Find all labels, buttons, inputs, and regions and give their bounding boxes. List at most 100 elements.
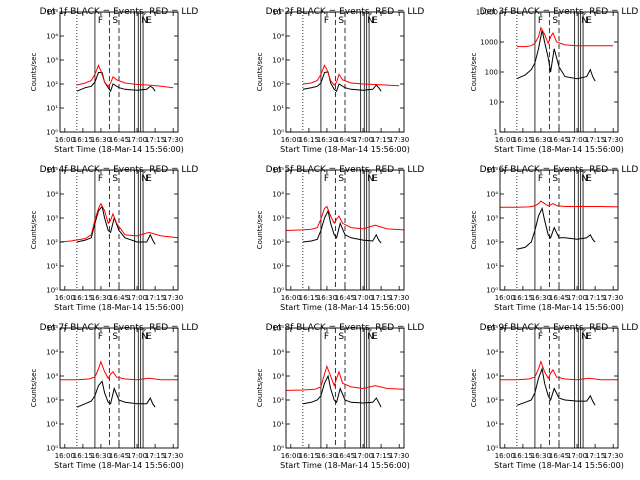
event-letter: E	[372, 16, 378, 26]
x-tick-label: 17:00	[127, 136, 147, 144]
y-axis-label: Counts/sec	[256, 369, 264, 408]
panel-5: F S NE 10⁰ 10¹ 10² 10³ 10⁴ 10⁵ 16:0016:1516:3016:…	[256, 165, 424, 312]
x-tick-label: 17:30	[389, 452, 409, 460]
event-letter: N	[367, 174, 374, 184]
series-events-line	[76, 205, 156, 245]
chart-title: Det 2f BLACK = Events, RED = LLD	[266, 7, 425, 17]
event-letter: S	[552, 16, 558, 26]
y-tick-label: 10⁰	[272, 287, 284, 295]
event-letter: E	[586, 16, 592, 26]
x-tick-label: 17:00	[127, 294, 147, 302]
panel-2: F S NE 10⁰ 10¹ 10² 10³ 10⁴ 10⁵ 16:0016:1516:3016:…	[256, 7, 424, 154]
series-events-line	[302, 374, 382, 408]
x-tick-label: 16:15	[73, 294, 93, 302]
series-lld-line	[76, 63, 174, 89]
y-axis-label: Counts/sec	[30, 53, 38, 92]
x-tick-label: 16:30	[531, 452, 551, 460]
x-tick-label: 17:30	[163, 136, 183, 144]
y-tick-label: 10³	[46, 215, 58, 223]
y-tick-label: 10⁵	[46, 325, 58, 333]
series-lld-line	[59, 202, 179, 243]
event-letter: N	[141, 332, 148, 342]
chart-title: Det 3f BLACK = Events, RED = LLD	[480, 7, 639, 17]
y-tick-label: 10²	[486, 397, 498, 405]
x-tick-label: 16:15	[513, 294, 533, 302]
y-tick-label: 10⁵	[272, 9, 284, 17]
y-tick-label: 10²	[272, 397, 284, 405]
y-tick-label: 10⁰	[46, 287, 58, 295]
x-tick-label: 16:00	[281, 136, 301, 144]
chart-title: Det 9f BLACK = Events, RED = LLD	[480, 323, 639, 333]
chart-title: Det 8f BLACK = Events, RED = LLD	[266, 323, 425, 333]
event-letter: F	[98, 174, 103, 184]
event-letter: E	[146, 174, 152, 184]
x-tick-label: 17:30	[163, 452, 183, 460]
x-tick-label: 16:30	[91, 294, 111, 302]
event-letter: S	[338, 174, 344, 184]
y-tick-label: 1	[494, 129, 498, 137]
x-tick-label: 16:30	[531, 136, 551, 144]
x-tick-label: 16:30	[91, 136, 111, 144]
event-letter: S	[112, 16, 118, 26]
x-tick-label: 17:30	[603, 294, 623, 302]
series-lld-line	[60, 360, 178, 381]
y-tick-label: 10⁴	[46, 33, 58, 41]
y-tick-label: 10³	[272, 373, 284, 381]
x-tick-label: 17:15	[585, 294, 605, 302]
event-letter: F	[98, 332, 103, 342]
x-tick-label: 16:45	[335, 294, 355, 302]
event-letter: F	[324, 16, 329, 26]
x-axis-label: Start Time (18-Mar-14 15:56:00)	[280, 303, 410, 312]
chart-title: Det 4f BLACK = Events, RED = LLD	[40, 165, 199, 175]
event-letter: S	[112, 332, 118, 342]
y-axis-label: Counts/sec	[30, 369, 38, 408]
x-tick-label: 17:30	[603, 136, 623, 144]
event-letter: N	[367, 16, 374, 26]
event-letter: E	[372, 174, 378, 184]
panel-9: F S NE 10⁰ 10¹ 10² 10³ 10⁴ 10⁵ 16:0016:1516:3016:…	[470, 323, 638, 470]
event-letter: E	[372, 332, 378, 342]
y-tick-label: 10⁵	[272, 167, 284, 175]
event-letter: N	[141, 16, 148, 26]
x-tick-label: 16:45	[109, 136, 129, 144]
y-tick-label: 10³	[272, 215, 284, 223]
x-tick-label: 17:15	[371, 136, 391, 144]
event-letter: E	[146, 16, 152, 26]
event-letter: E	[586, 332, 592, 342]
y-tick-label: 10¹	[272, 105, 284, 113]
panel-6: F S NE 10⁰ 10¹ 10² 10³ 10⁴ 10⁵ 16:0016:1516:3016:…	[470, 165, 638, 312]
event-letter: N	[581, 16, 588, 26]
y-tick-label: 10⁵	[272, 325, 284, 333]
x-tick-label: 16:15	[513, 452, 533, 460]
y-tick-label: 10⁴	[486, 191, 498, 199]
y-axis-label: Counts/sec	[256, 211, 264, 250]
y-tick-label: 10¹	[46, 105, 58, 113]
x-axis-label: Start Time (18-Mar-14 15:56:00)	[54, 145, 184, 154]
event-letter: F	[538, 16, 543, 26]
y-tick-label: 10⁰	[486, 287, 498, 295]
event-letter: S	[338, 16, 344, 26]
series-lld-line	[500, 200, 619, 208]
y-tick-label: 10⁰	[46, 129, 58, 137]
series-events-line	[302, 209, 382, 244]
series-events-line	[302, 71, 382, 93]
series-lld-line	[516, 26, 614, 48]
x-tick-label: 17:15	[145, 452, 165, 460]
chart-title: Det 7f BLACK = Events, RED = LLD	[40, 323, 199, 333]
chart-title: Det 5f BLACK = Events, RED = LLD	[266, 165, 425, 175]
x-tick-label: 16:00	[281, 294, 301, 302]
x-axis-label: Start Time (18-Mar-14 15:56:00)	[280, 145, 410, 154]
series-events-line	[516, 366, 596, 406]
series-events-line	[76, 380, 156, 408]
y-tick-label: 10³	[46, 373, 58, 381]
y-axis-label: Counts/sec	[30, 211, 38, 250]
x-tick-label: 17:15	[145, 294, 165, 302]
x-tick-label: 16:45	[549, 294, 569, 302]
panel-3: F S NE11010010001000016:0016:1516:3016:451…	[470, 7, 638, 154]
x-tick-label: 16:15	[73, 136, 93, 144]
x-tick-label: 17:00	[567, 294, 587, 302]
event-letter: S	[552, 174, 558, 184]
y-tick-label: 10⁴	[46, 191, 58, 199]
x-axis-label: Start Time (18-Mar-14 15:56:00)	[280, 461, 410, 470]
y-tick-label: 10000	[476, 9, 498, 17]
